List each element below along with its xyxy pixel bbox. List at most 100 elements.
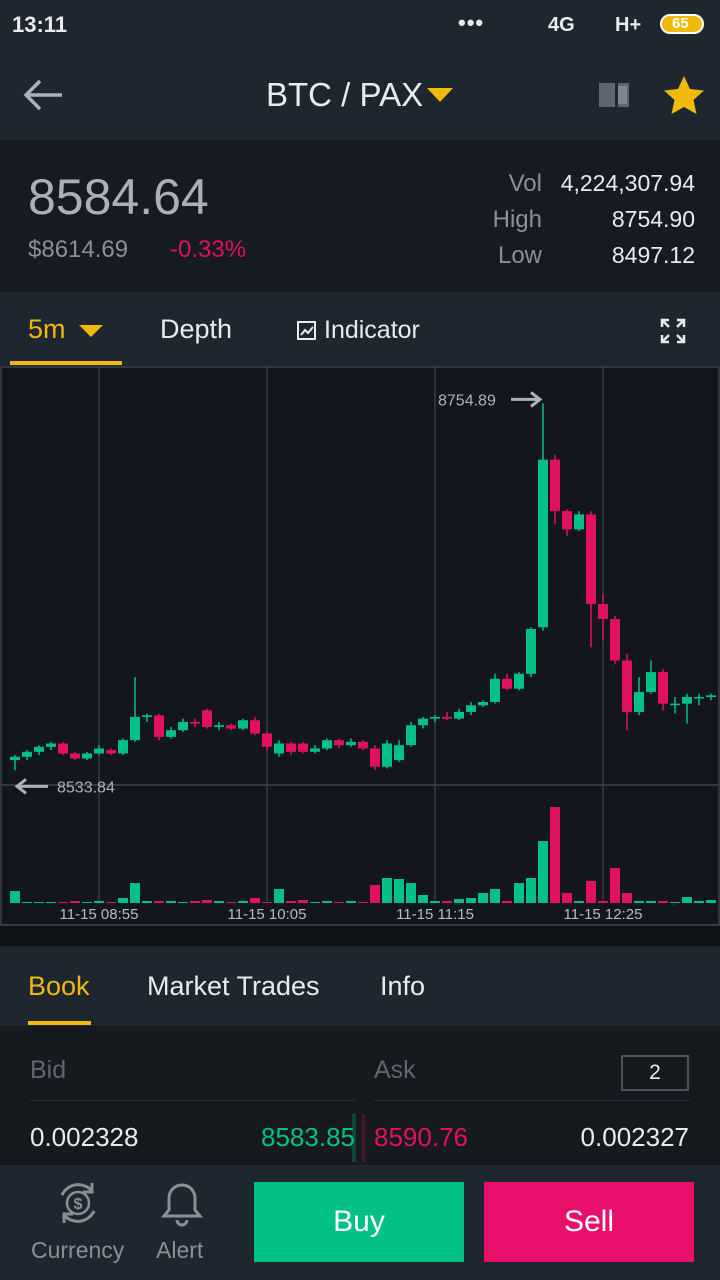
candle-body: [166, 730, 176, 737]
alert-icon[interactable]: [160, 1181, 204, 1227]
stat-label: High: [492, 206, 542, 233]
volume-bar: [34, 902, 44, 903]
candle-body: [382, 743, 392, 767]
candle-body: [202, 710, 212, 727]
chart-frame: [0, 366, 720, 926]
volume-bar: [166, 901, 176, 903]
pair-dropdown[interactable]: [427, 88, 455, 104]
stat-label: Vol: [508, 170, 542, 197]
candle-body: [262, 733, 272, 747]
interval-tab[interactable]: 5m: [28, 314, 66, 344]
volume-bar: [502, 901, 512, 903]
candle-body: [58, 743, 68, 754]
candle-body: [706, 695, 716, 698]
trades-tab[interactable]: Market Trades: [147, 971, 320, 1001]
candle-body: [82, 753, 92, 759]
candle-body: [238, 720, 248, 729]
candle-body: [478, 702, 488, 706]
candle-body: [286, 743, 296, 752]
volume-bar: [418, 895, 428, 903]
volume-bar: [670, 902, 680, 903]
x-tick-label: 11-15 08:55: [60, 906, 139, 923]
candle-body: [118, 740, 128, 754]
volume-bar: [10, 891, 20, 903]
low-marker-arrow: [14, 778, 48, 795]
battery-level: 65: [672, 15, 689, 32]
back-button[interactable]: [22, 78, 64, 112]
volume-bar: [346, 901, 356, 903]
candle-body: [442, 716, 452, 719]
candle-body: [622, 660, 632, 712]
ask-price: 8590.76: [374, 1122, 468, 1152]
buy-button[interactable]: Buy: [254, 1182, 464, 1262]
stat-value: 8497.12: [611, 242, 695, 268]
indicator-tab[interactable]: Indicator: [324, 316, 420, 344]
volume-bar: [382, 878, 392, 903]
favorite-star[interactable]: [662, 74, 706, 116]
candle-body: [274, 743, 284, 754]
compare-icon[interactable]: [598, 80, 632, 112]
volume-bar: [22, 902, 32, 903]
candle-body: [610, 619, 620, 661]
indicator-icon: [297, 321, 316, 340]
sell-button[interactable]: Sell: [484, 1182, 694, 1262]
fiat-price: $8614.69: [28, 236, 129, 263]
volume-bar: [706, 900, 716, 903]
candle-body: [646, 672, 656, 693]
candle-body: [94, 748, 104, 754]
volume-bar: [262, 902, 272, 903]
fullscreen-button[interactable]: [660, 318, 686, 344]
bid-price: 8583.85: [261, 1122, 355, 1152]
volume-bar: [298, 900, 308, 903]
volume-bar: [406, 883, 416, 903]
volume-bar: [526, 878, 536, 903]
interval-dropdown[interactable]: [79, 325, 105, 339]
candlestick-chart: 11-15 08:55 11-15 10:05 11-15 11:15 11-15 1…: [0, 366, 720, 926]
volume-bar: [226, 902, 236, 903]
candle-body: [406, 725, 416, 746]
volume-bar: [394, 879, 404, 903]
spacer: [0, 926, 720, 946]
book-tabs: Book Market Trades Info: [0, 946, 720, 1026]
volume-bar: [538, 841, 548, 903]
candle-body: [418, 718, 428, 726]
volume-bar: [490, 889, 500, 903]
depth-tab[interactable]: Depth: [160, 314, 233, 344]
pair-title[interactable]: BTC / PAX: [266, 76, 424, 113]
candle-body: [106, 750, 116, 754]
high-marker-arrow: [511, 391, 543, 408]
volume-bar: [610, 868, 620, 903]
status-bar: 13:11 ••• 4G H+ 65: [0, 0, 720, 50]
candle-body: [490, 678, 500, 702]
volume-bar: [238, 901, 248, 903]
volume-bar: [46, 902, 56, 903]
currency-nav[interactable]: Currency: [31, 1237, 125, 1263]
alert-nav[interactable]: Alert: [156, 1237, 204, 1263]
precision-select[interactable]: 2: [621, 1055, 689, 1091]
volume-bar: [430, 901, 440, 903]
currency-icon[interactable]: $: [56, 1181, 100, 1225]
volume-bar: [574, 901, 584, 903]
candle-body: [682, 697, 692, 704]
x-tick-label: 11-15 11:15: [396, 906, 474, 923]
volume-bar: [514, 883, 524, 903]
candle-body: [358, 741, 368, 749]
candle-body: [574, 514, 584, 530]
network: H+: [615, 14, 642, 36]
book-tab[interactable]: Book: [28, 971, 90, 1001]
tab-underline: [10, 361, 122, 365]
divider: [30, 1100, 356, 1101]
volume-bar: [334, 902, 344, 903]
volume-bar: [310, 902, 320, 903]
volume-bar: [214, 901, 224, 903]
info-tab[interactable]: Info: [380, 971, 426, 1001]
volume-bar: [622, 893, 632, 903]
bottom-bar: $ Currency Alert Buy Sell: [0, 1165, 720, 1280]
network: 4G: [548, 14, 575, 36]
ticker-panel: 8584.64 $8614.69 -0.33% Vol 4,224,307.94 H…: [0, 140, 720, 292]
volume-bar: [454, 899, 464, 903]
volume-bar: [586, 881, 596, 903]
volume-bar: [658, 901, 668, 903]
volume-bar: [190, 901, 200, 903]
